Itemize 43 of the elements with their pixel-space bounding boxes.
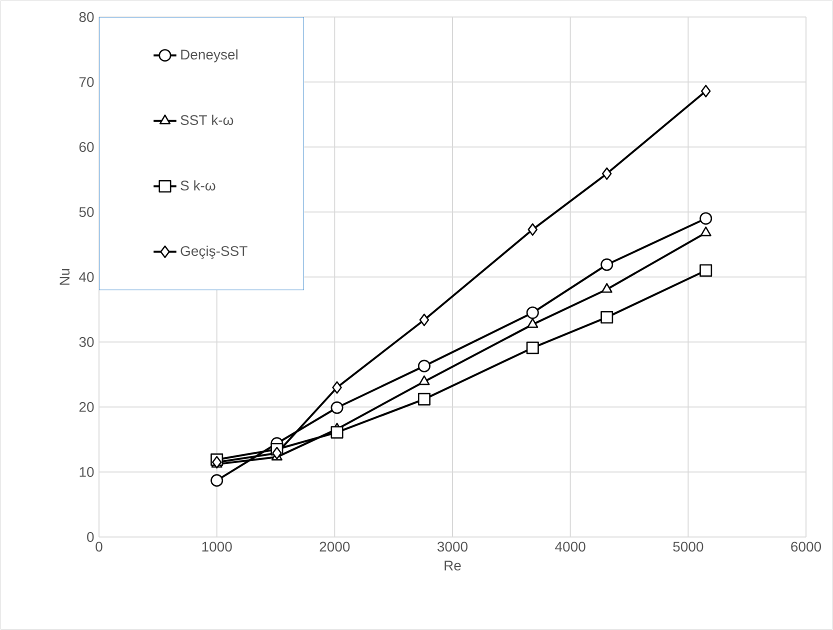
point <box>418 392 430 406</box>
point <box>330 401 344 414</box>
point <box>527 318 538 328</box>
y-tick-label: 10 <box>80 467 94 477</box>
legend-label: SST k-ω <box>180 114 234 126</box>
point <box>700 84 711 98</box>
x-tick-label: 3000 <box>437 542 468 552</box>
x-axis-title: Re <box>444 560 461 571</box>
point <box>600 311 614 324</box>
x-tick-label: 1000 <box>202 542 232 552</box>
point <box>601 283 612 293</box>
y-tick-label: 70 <box>79 77 94 87</box>
point <box>418 360 430 372</box>
x-tick-label: 4000 <box>555 542 586 552</box>
point <box>526 342 539 354</box>
legend-label: S k-ω <box>180 180 216 191</box>
x-tick-label: 5000 <box>673 542 704 552</box>
legend-label: Geçiş-SST <box>180 246 248 259</box>
x-tick-label: 2000 <box>320 542 350 552</box>
x-tick-label: 6000 <box>791 542 822 552</box>
point <box>419 314 430 326</box>
y-tick-label: 80 <box>79 12 94 22</box>
y-tick-label: 20 <box>79 402 94 412</box>
point <box>700 226 712 236</box>
y-tick-label: 30 <box>79 337 94 347</box>
point <box>272 446 282 460</box>
point <box>332 381 342 394</box>
point <box>602 167 612 180</box>
point <box>528 223 538 236</box>
y-tick-label: 50 <box>79 207 94 217</box>
point <box>700 212 712 225</box>
point <box>210 474 224 487</box>
y-tick-label: 0 <box>87 532 94 542</box>
point <box>700 264 712 277</box>
y-tick-label: 40 <box>79 272 94 282</box>
point <box>600 258 614 271</box>
y-axis-title: Nu <box>60 268 70 285</box>
point <box>526 306 539 320</box>
y-tick-label: 60 <box>79 142 94 152</box>
x-tick-label: 0 <box>96 542 102 552</box>
point <box>418 375 430 386</box>
point <box>330 426 344 439</box>
legend-label: Deneysel <box>181 49 238 62</box>
